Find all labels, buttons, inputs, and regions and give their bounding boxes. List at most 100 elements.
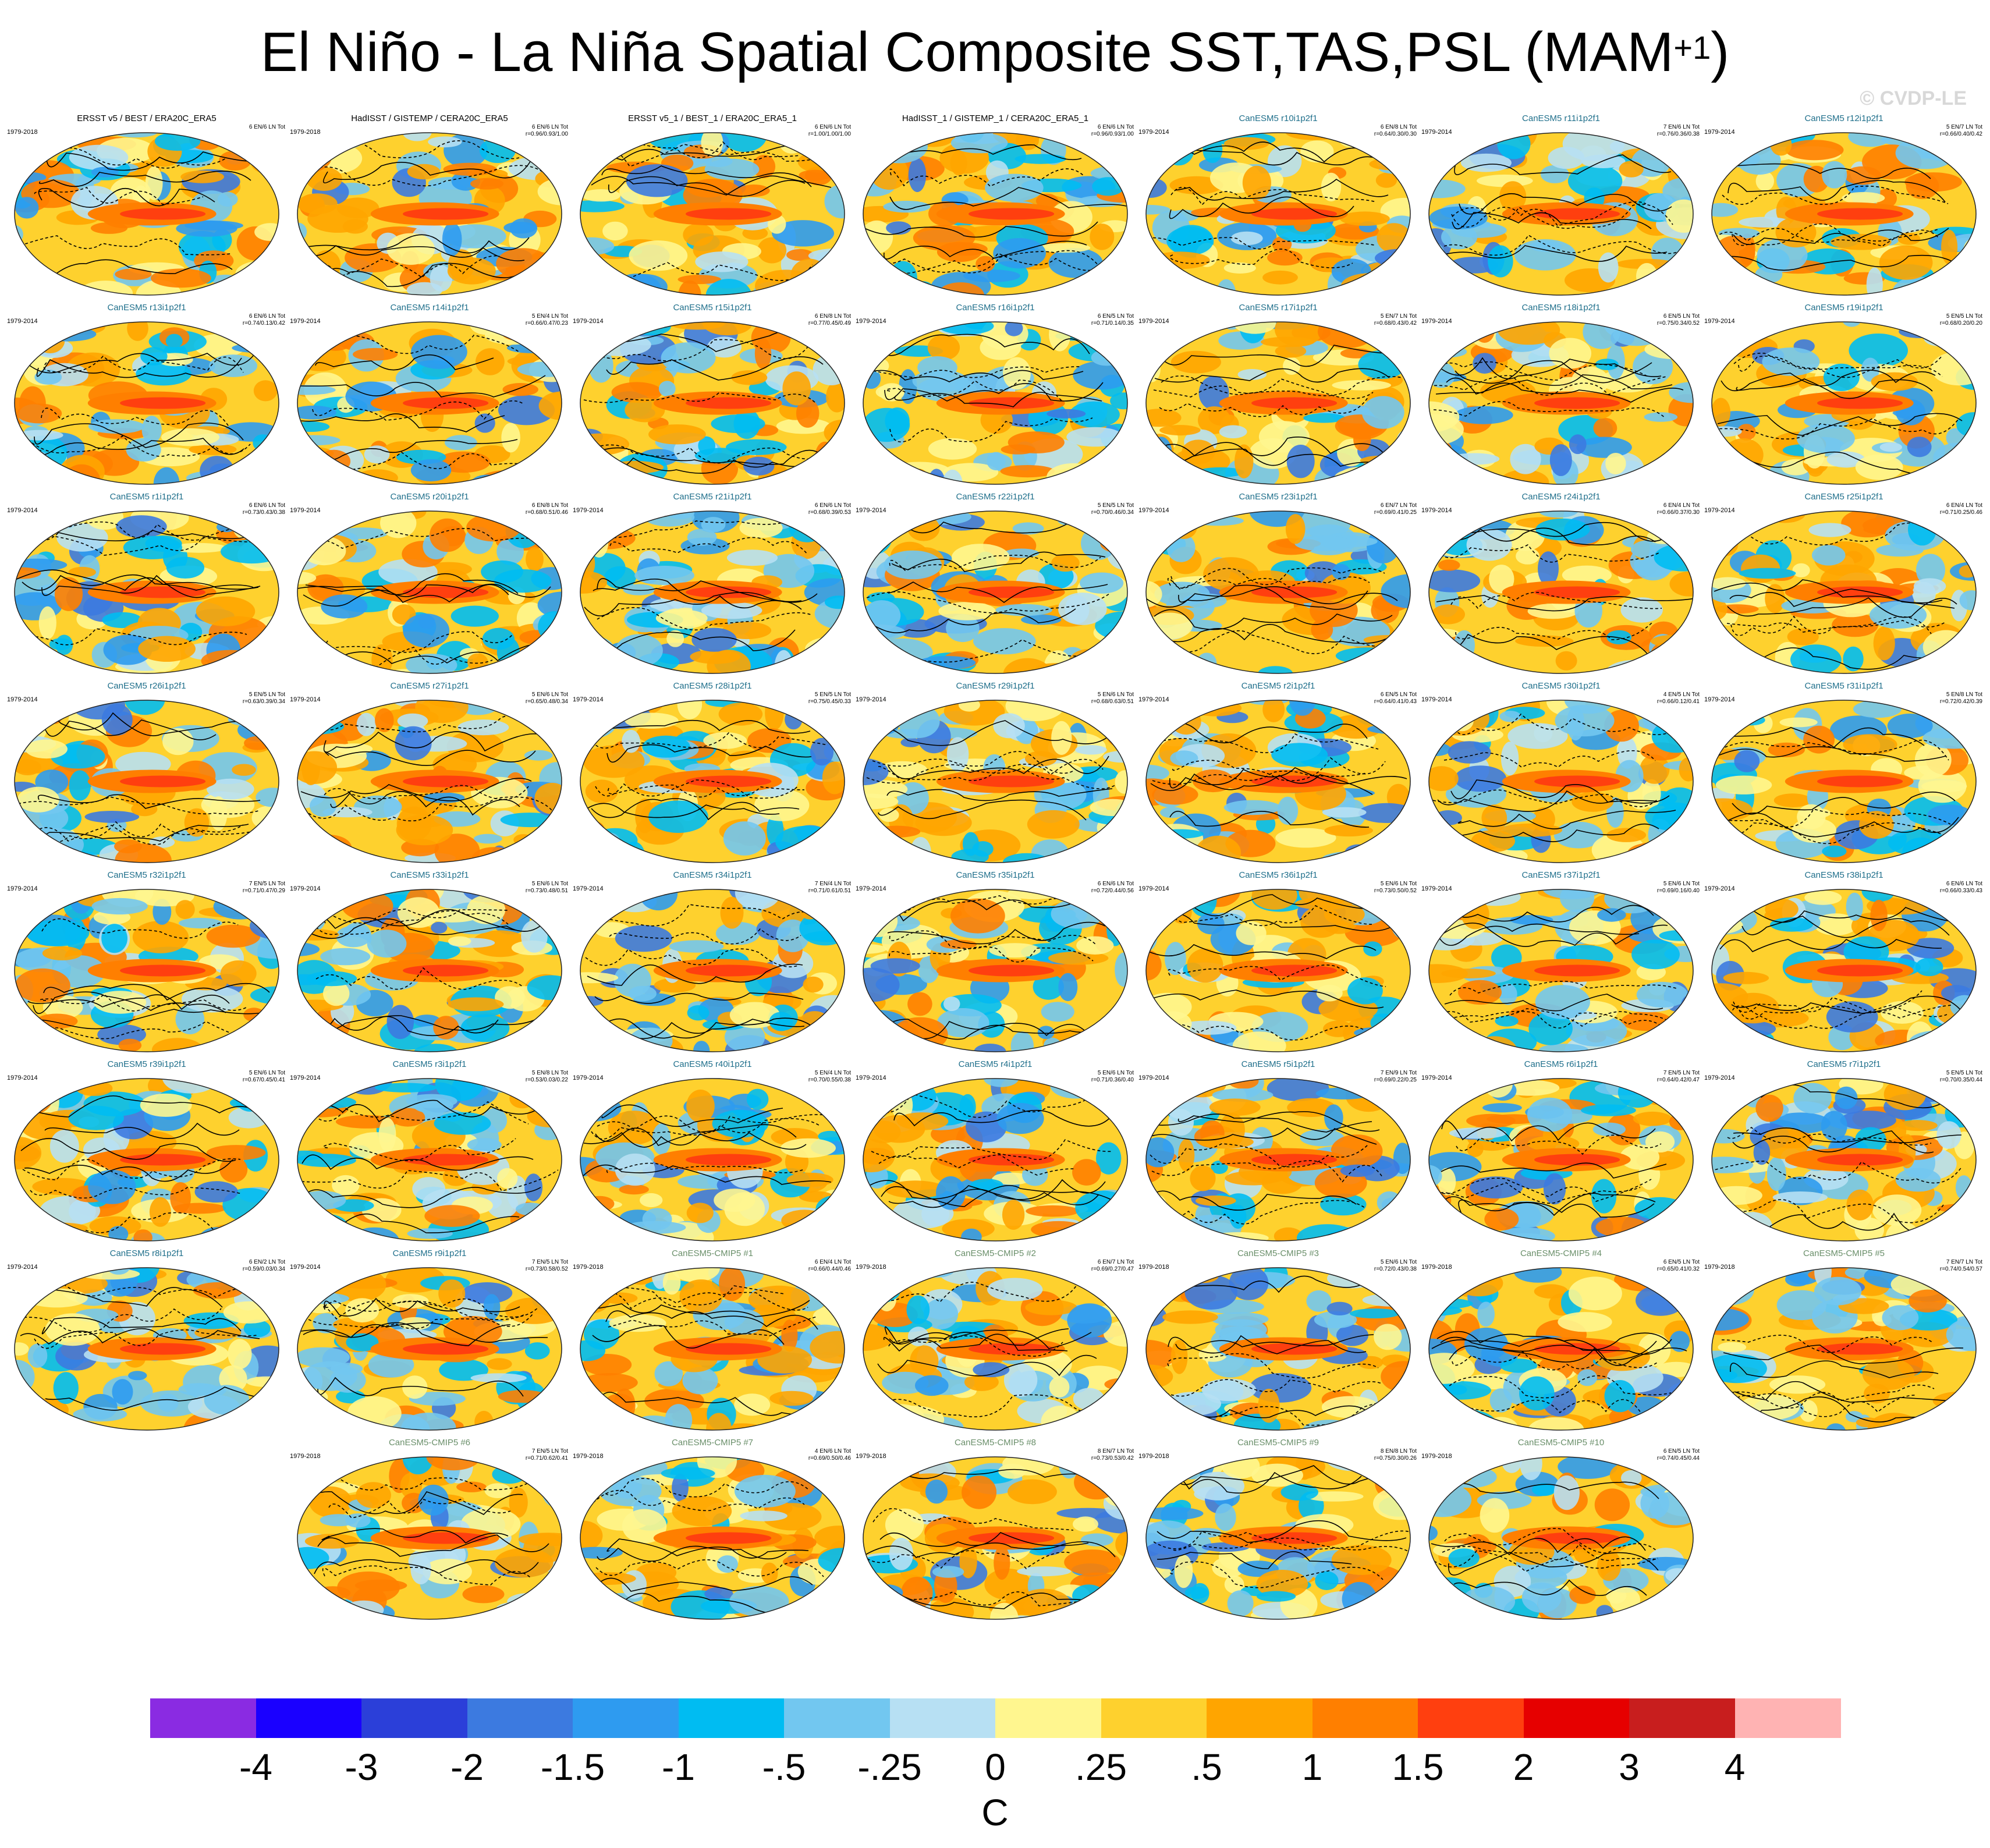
- anomaly-blob: [520, 1268, 552, 1281]
- anomaly-blob: [1354, 1275, 1396, 1286]
- anomaly-blob: [149, 1197, 171, 1227]
- panel-stats-correlation: r=0.96/0.93/1.00: [1091, 131, 1134, 137]
- panel-stats-correlation: r=0.70/0.55/0.38: [808, 1077, 851, 1083]
- anomaly-blob: [27, 1343, 48, 1368]
- anomaly-blob: [1146, 700, 1159, 710]
- anomaly-blob: [25, 739, 68, 759]
- anomaly-blob: [1879, 245, 1933, 280]
- anomaly-blob: [410, 459, 452, 482]
- map-panel: CanESM5 r19i1p2f1 1979-2014 5 EN/5 LN Tot r…: [1704, 303, 1984, 488]
- anomaly-blob: [1377, 700, 1404, 730]
- panel-years: 1979-2014: [1704, 1074, 1735, 1081]
- anomaly-blob: [963, 269, 1020, 282]
- anomaly-blob: [580, 1268, 616, 1274]
- map-plot: [863, 1078, 1128, 1242]
- psl-contour: [597, 1545, 787, 1562]
- anomaly-blob: [1848, 133, 1892, 147]
- panel-stats: 6 EN/5 LN Tot r=0.75/0.34/0.52: [1657, 313, 1700, 327]
- psl-contour: [864, 1179, 1106, 1201]
- enso-core: [1534, 1532, 1620, 1544]
- anomaly-blob: [1939, 1020, 1976, 1039]
- anomaly-blob: [261, 1268, 279, 1295]
- panel-years: 1979-2018: [573, 1264, 604, 1271]
- psl-contour: [22, 1158, 241, 1180]
- anomaly-blob: [367, 930, 407, 958]
- anomaly-blob: [757, 237, 787, 264]
- map-panel: CanESM5 r27i1p2f1 1979-2014 5 EN/6 LN Tot r…: [290, 681, 569, 866]
- anomaly-blob: [1716, 522, 1749, 540]
- anomaly-blob: [786, 1172, 833, 1187]
- map-plot: [1145, 889, 1411, 1052]
- panel-years: 1979-2014: [1138, 885, 1169, 892]
- anomaly-blob: [1178, 133, 1206, 144]
- anomaly-blob: [1146, 1287, 1166, 1302]
- anomaly-blob: [1617, 1079, 1658, 1108]
- map-outline: [297, 700, 562, 863]
- map-outline: [14, 321, 279, 485]
- anomaly-blob: [1644, 412, 1677, 422]
- anomaly-blob: [615, 925, 672, 952]
- psl-contour: [597, 578, 802, 602]
- anomaly-blob: [91, 898, 148, 915]
- psl-contour: [1146, 584, 1368, 610]
- anomaly-blob: [15, 197, 39, 219]
- anomaly-blob: [1438, 559, 1460, 571]
- anomaly-blob: [802, 1457, 845, 1471]
- panel-years: 1979-2014: [290, 507, 321, 514]
- panel-stats: 6 EN/6 LN Tot r=0.68/0.39/0.53: [808, 502, 851, 516]
- panel-stats-correlation: r=0.69/0.22/0.25: [1374, 1077, 1417, 1083]
- anomaly-blob: [497, 1168, 518, 1189]
- map-panel: CanESM5 r40i1p2f1 1979-2014 5 EN/4 LN Tot r…: [573, 1059, 852, 1244]
- panel-years: 1979-2014: [1138, 318, 1169, 325]
- map-plot: [297, 321, 562, 485]
- anomaly-blob: [872, 638, 933, 667]
- anomaly-blob: [484, 1483, 511, 1498]
- anomaly-blob: [1499, 181, 1527, 212]
- anomaly-blob: [403, 613, 450, 648]
- anomaly-blob: [1957, 327, 1975, 342]
- panel-stats-correlation: r=0.59/0.03/0.34: [242, 1266, 285, 1272]
- anomaly-blob: [789, 513, 825, 542]
- anomaly-blob: [1645, 1457, 1683, 1473]
- psl-contour: [889, 946, 1094, 963]
- anomaly-blob: [810, 737, 834, 766]
- psl-contour: [1719, 938, 1942, 953]
- panel-stats-counts: 6 EN/8 LN Tot: [814, 313, 851, 320]
- anomaly-blob: [803, 976, 824, 993]
- map-outline: [580, 132, 845, 296]
- colorbar-tick-label: -.25: [857, 1746, 922, 1788]
- panel-stats: 6 EN/7 LN Tot r=0.69/0.27/0.47: [1091, 1259, 1134, 1273]
- anomaly-blob: [1376, 1268, 1410, 1278]
- anomaly-blob: [648, 424, 706, 445]
- psl-contour: [324, 263, 516, 288]
- anomaly-blob: [973, 1362, 1010, 1378]
- enso-core: [1534, 1343, 1620, 1355]
- anomaly-blob: [1340, 211, 1390, 226]
- psl-contour: [36, 357, 242, 378]
- psl-contour: [1727, 597, 1957, 618]
- panel-title: CanESM5-CMIP5 #4: [1520, 1248, 1602, 1258]
- panel-years: 1979-2018: [573, 1453, 604, 1460]
- colorbar-tick-label: 4: [1724, 1746, 1746, 1788]
- map-plot: [297, 510, 562, 674]
- map-plot: [297, 1078, 562, 1242]
- panel-title: CanESM5-CMIP5 #2: [954, 1248, 1037, 1258]
- panel-stats: 5 EN/5 LN Tot r=0.70/0.35/0.44: [1940, 1070, 1982, 1084]
- anomaly-blob: [1050, 889, 1107, 899]
- anomaly-blob: [380, 511, 417, 538]
- anomaly-blob: [961, 1228, 982, 1241]
- anomaly-blob: [1712, 453, 1739, 472]
- anomaly-blob: [781, 1320, 798, 1352]
- anomaly-blob: [1048, 951, 1109, 965]
- anomaly-blob: [42, 946, 82, 960]
- anomaly-blob: [200, 456, 235, 484]
- anomaly-blob: [950, 133, 1008, 154]
- colorbar-tick-label: -1.5: [540, 1746, 605, 1788]
- panel-title: CanESM5 r18i1p2f1: [1521, 303, 1601, 313]
- psl-contour: [1432, 789, 1659, 807]
- anomaly-blob: [1146, 1339, 1176, 1371]
- enso-core: [1534, 208, 1620, 220]
- anomaly-blob: [1627, 842, 1684, 863]
- anomaly-blob: [1659, 1599, 1693, 1619]
- anomaly-blob: [1785, 1272, 1811, 1287]
